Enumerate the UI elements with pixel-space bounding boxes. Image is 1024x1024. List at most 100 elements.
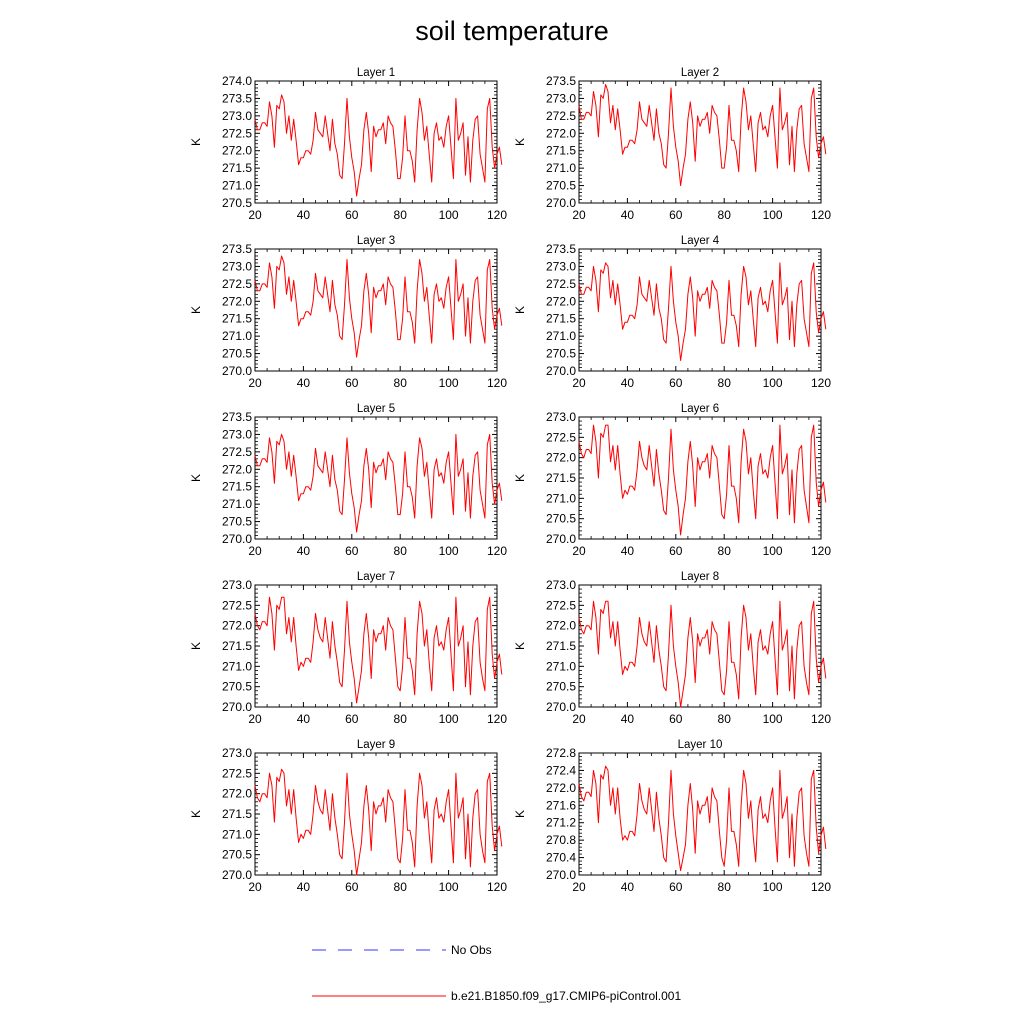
chart-panel-layer-2: Layer 2 K 270.0 270.5 271.0 271.5 272.0 272.5 27…	[513, 67, 831, 222]
x-tick-label: 60	[669, 880, 683, 894]
chart-panel-layer-7: Layer 7 K 270.0 270.5 271.0 271.5 272.0 272.5 27…	[189, 571, 507, 726]
y-tick-label: 271.0	[222, 659, 252, 673]
panel-title: Layer 4	[681, 235, 720, 247]
series-line	[578, 765, 827, 872]
y-tick-label: 272.5	[222, 126, 252, 140]
y-tick-label: 270.0	[546, 700, 576, 714]
y-axis-label: K	[513, 306, 527, 314]
plot-frame	[578, 248, 822, 372]
y-tick-label: 271.5	[546, 144, 576, 158]
x-tick-label: 120	[487, 880, 507, 894]
x-tick-label: 80	[394, 880, 408, 894]
y-tick-label: 272.5	[222, 766, 252, 780]
chart-panel-layer-1: Layer 1 K 270.5 271.0 271.5 272.0 272.5 273.0 27…	[189, 67, 507, 222]
y-tick-label: 272.5	[222, 445, 252, 459]
panel-title: Layer 1	[357, 67, 395, 79]
y-tick-label: 272.5	[546, 277, 576, 291]
chart-panel-layer-5: Layer 5 K 270.0 270.5 271.0 271.5 272.0 272.5 27…	[189, 403, 507, 558]
y-tick-label: 270.4	[546, 851, 576, 865]
x-tick-label: 120	[811, 376, 831, 390]
y-tick-label: 271.0	[222, 329, 252, 343]
x-tick-label: 60	[669, 208, 683, 222]
y-tick-label: 270.0	[222, 868, 252, 882]
series-line	[254, 768, 503, 876]
y-tick-label: 271.5	[546, 312, 576, 326]
x-tick-label: 40	[297, 544, 311, 558]
y-tick-label: 272.0	[222, 787, 252, 801]
panel-title: Layer 6	[681, 403, 719, 415]
y-tick-label: 270.0	[546, 196, 576, 210]
y-tick-label: 271.0	[222, 827, 252, 841]
series-line	[578, 262, 827, 361]
y-tick-label: 273.0	[546, 259, 576, 273]
x-tick-label: 20	[572, 712, 586, 726]
x-tick-label: 100	[439, 208, 459, 222]
x-tick-label: 60	[345, 208, 359, 222]
x-tick-label: 40	[297, 376, 311, 390]
y-tick-label: 270.8	[546, 833, 576, 847]
y-tick-label: 270.0	[222, 700, 252, 714]
panel-title: Layer 10	[678, 739, 723, 751]
y-axis-label: K	[513, 474, 527, 482]
y-tick-label: 271.0	[546, 161, 576, 175]
y-tick-label: 273.0	[222, 427, 252, 441]
x-tick-label: 20	[572, 376, 586, 390]
x-tick-label: 120	[811, 712, 831, 726]
series-line	[254, 94, 503, 197]
x-tick-label: 40	[297, 712, 311, 726]
y-tick-label: 272.0	[546, 126, 576, 140]
panel-title: Layer 8	[681, 571, 719, 583]
plot-frame	[254, 80, 498, 204]
panel-title: Layer 5	[357, 403, 395, 415]
legend-no-obs-label: No Obs	[451, 943, 492, 957]
legend: No Obs b.e21.B1850.f09_g17.CMIP6-piContr…	[312, 943, 681, 1003]
y-tick-label: 273.5	[222, 91, 252, 105]
plot-frame	[578, 416, 822, 540]
x-tick-label: 20	[248, 880, 262, 894]
x-tick-label: 40	[621, 544, 635, 558]
y-tick-label: 271.5	[222, 639, 252, 653]
plot-frame	[254, 248, 498, 372]
x-tick-label: 20	[248, 208, 262, 222]
y-tick-label: 273.5	[546, 242, 576, 256]
y-tick-label: 271.0	[546, 491, 576, 505]
y-tick-label: 271.5	[222, 312, 252, 326]
y-tick-label: 273.5	[222, 242, 252, 256]
x-tick-label: 120	[487, 544, 507, 558]
x-tick-label: 120	[487, 208, 507, 222]
x-tick-label: 20	[248, 712, 262, 726]
y-tick-label: 270.0	[546, 364, 576, 378]
x-tick-label: 60	[669, 544, 683, 558]
x-tick-label: 60	[669, 712, 683, 726]
x-tick-label: 100	[439, 880, 459, 894]
plot-frame	[254, 416, 498, 540]
x-tick-label: 80	[718, 208, 732, 222]
y-tick-label: 272.5	[546, 598, 576, 612]
x-tick-label: 100	[439, 712, 459, 726]
x-tick-label: 100	[439, 544, 459, 558]
y-axis-label: K	[513, 642, 527, 650]
y-tick-label: 271.5	[546, 639, 576, 653]
y-tick-label: 271.5	[222, 161, 252, 175]
y-tick-label: 271.2	[546, 816, 576, 830]
y-tick-label: 273.0	[222, 578, 252, 592]
x-tick-label: 80	[394, 376, 408, 390]
y-tick-label: 272.0	[546, 781, 576, 795]
x-tick-label: 60	[345, 376, 359, 390]
y-axis-label: K	[189, 810, 203, 818]
x-tick-label: 20	[572, 544, 586, 558]
plot-frame	[578, 80, 822, 204]
panel-title: Layer 7	[357, 571, 395, 583]
series-line	[254, 596, 503, 704]
x-tick-label: 100	[763, 544, 783, 558]
y-tick-label: 271.5	[222, 480, 252, 494]
x-tick-label: 40	[621, 880, 635, 894]
y-tick-label: 273.0	[222, 109, 252, 123]
y-tick-label: 272.0	[546, 451, 576, 465]
chart-panel-layer-6: Layer 6 K 270.0 270.5 271.0 271.5 272.0 272.5 27…	[513, 403, 831, 558]
y-tick-label: 270.0	[222, 532, 252, 546]
x-tick-label: 20	[248, 544, 262, 558]
y-tick-label: 271.0	[546, 329, 576, 343]
y-tick-label: 272.5	[222, 277, 252, 291]
y-axis-label: K	[189, 642, 203, 650]
